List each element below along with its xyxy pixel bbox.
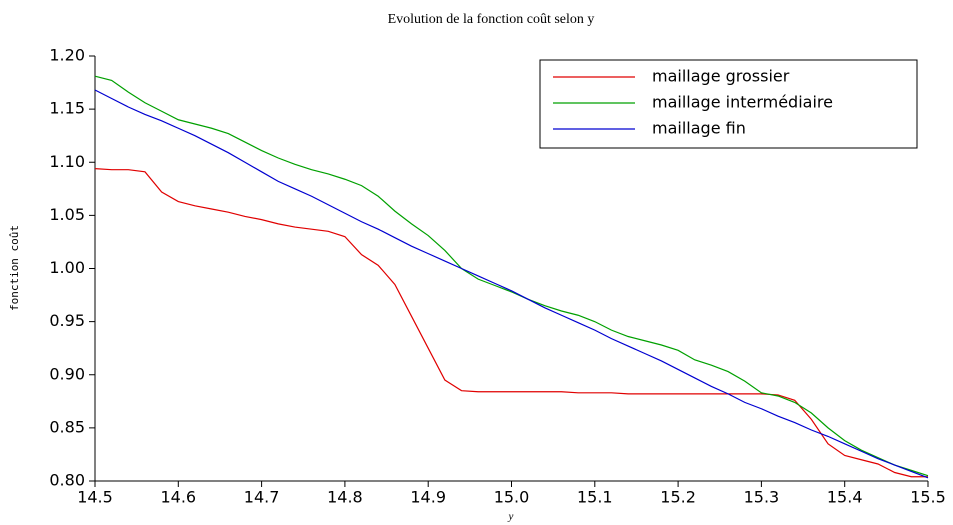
x-tick-label: 14.6	[160, 488, 196, 507]
x-tick-label: 15.2	[660, 488, 696, 507]
y-tick-label: 1.15	[49, 99, 85, 118]
x-tick-label: 14.7	[244, 488, 280, 507]
series-line	[94, 89, 929, 479]
y-tick-label: 0.95	[49, 311, 85, 330]
x-axis-label: y	[508, 511, 514, 523]
y-axis-label: fonction coût	[8, 225, 21, 311]
x-tick-label: 15.4	[827, 488, 863, 507]
y-tick-label: 0.85	[49, 417, 85, 436]
legend-label: maillage intermédiaire	[652, 93, 833, 112]
x-tick-label: 15.5	[910, 488, 946, 507]
y-tick-label: 1.10	[49, 152, 85, 171]
legend-label: maillage fin	[652, 119, 746, 138]
x-tick-label: 15.3	[744, 488, 780, 507]
y-tick-label: 1.20	[49, 46, 85, 65]
y-tick-label: 1.05	[49, 205, 85, 224]
chart-title: Evolution de la fonction coût selon y	[388, 12, 595, 27]
x-tick-label: 15.0	[494, 488, 530, 507]
x-tick-label: 14.8	[327, 488, 363, 507]
x-tick-label: 14.9	[410, 488, 446, 507]
y-tick-label: 1.00	[49, 258, 85, 277]
x-tick-label: 15.1	[577, 488, 613, 507]
series-line	[94, 75, 929, 477]
legend	[539, 59, 918, 149]
series-line	[94, 168, 928, 478]
legend-label: maillage grossier	[652, 67, 790, 86]
y-tick-label: 0.90	[49, 364, 85, 383]
y-tick-label: 0.80	[49, 471, 85, 490]
x-tick-label: 14.5	[77, 488, 113, 507]
